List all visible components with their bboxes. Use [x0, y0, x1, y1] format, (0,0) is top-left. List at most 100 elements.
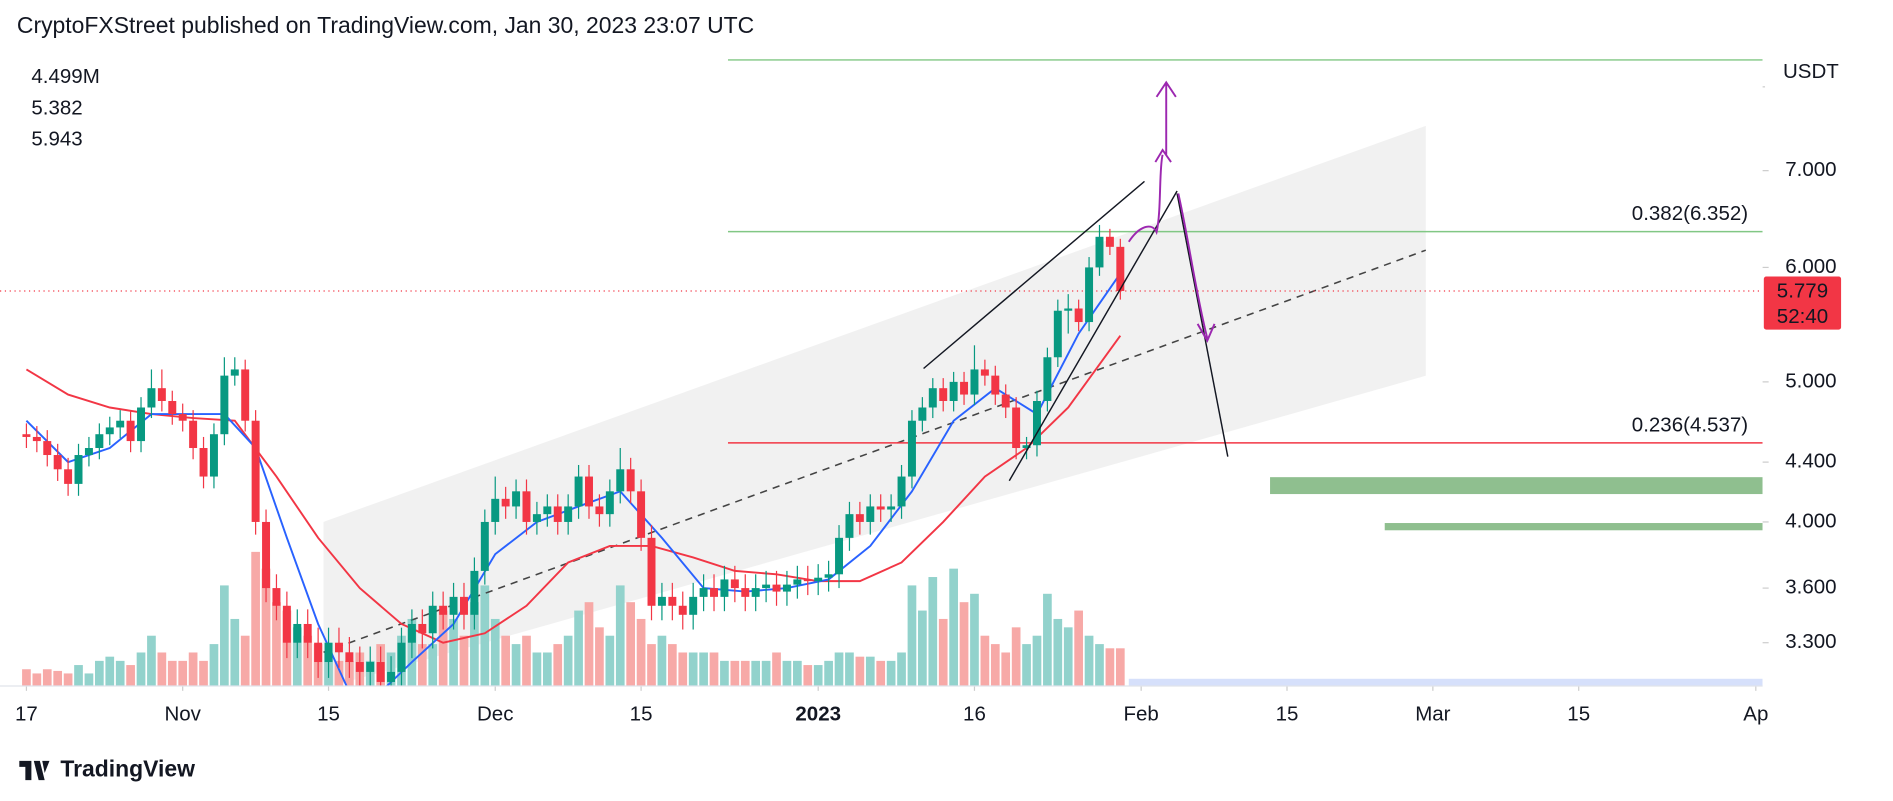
- volume-bar: [657, 635, 667, 687]
- y-tick-label: 4.400: [1785, 450, 1836, 473]
- candle-body: [43, 441, 52, 456]
- channel: [323, 125, 1426, 687]
- candle-body: [199, 448, 208, 477]
- volume-bar: [824, 660, 833, 687]
- x-tick-label: 15: [317, 702, 340, 725]
- candle-body: [907, 420, 916, 477]
- candle-body: [616, 469, 625, 492]
- candle-body: [897, 476, 906, 507]
- candle-body: [407, 623, 416, 643]
- volume-bar: [855, 656, 865, 687]
- volume-bar: [1074, 610, 1083, 687]
- candle-body: [147, 388, 156, 408]
- candle-body: [574, 476, 583, 507]
- volume-bar: [74, 665, 83, 687]
- fib-label: 0.236(4.537): [1632, 413, 1748, 436]
- volume-bar: [1043, 593, 1052, 687]
- wedge-lower: [1008, 190, 1178, 482]
- candle-body: [970, 369, 979, 395]
- volume-bar: [647, 644, 656, 687]
- candle-body: [710, 588, 718, 597]
- volume-bar: [230, 618, 240, 687]
- candle-body: [730, 579, 739, 589]
- volume-bar: [480, 585, 490, 687]
- candle-body: [1095, 236, 1104, 268]
- volume-bar: [1105, 648, 1115, 687]
- volume-bar: [178, 660, 188, 687]
- candle-body: [1085, 267, 1094, 323]
- candle-body: [282, 605, 291, 643]
- x-tick-label: Nov: [164, 702, 201, 725]
- candle-body: [1116, 246, 1125, 291]
- volume-bar: [261, 568, 271, 687]
- volume-bar: [157, 652, 167, 687]
- fib-label: 0.382(6.352): [1632, 202, 1748, 225]
- candle-body: [345, 652, 354, 663]
- volume-bar: [1084, 635, 1094, 687]
- candle-body: [449, 596, 458, 615]
- volume-bar: [938, 618, 948, 687]
- y-tick-label: 5.000: [1785, 369, 1836, 392]
- indicator-line: [25, 335, 1122, 644]
- candle-body: [220, 375, 229, 435]
- candle-body: [532, 514, 541, 522]
- candle-body: [303, 623, 312, 643]
- candle-body: [845, 514, 854, 538]
- candle-body: [418, 623, 427, 634]
- candle-body: [720, 579, 729, 597]
- volume-bar: [813, 665, 823, 687]
- volume-bar: [532, 652, 542, 687]
- candle-body: [678, 605, 687, 615]
- volume-bar: [1022, 644, 1031, 687]
- volume-bar: [272, 602, 281, 687]
- candle-body: [1001, 394, 1010, 408]
- volume-bar: [834, 652, 844, 687]
- candle-body: [835, 537, 844, 575]
- scenario-arrow: [1127, 80, 1216, 343]
- channel-midline: [323, 249, 1427, 653]
- candle-body: [824, 574, 833, 578]
- volume-bar: [730, 660, 740, 687]
- candle-body: [157, 388, 166, 401]
- volume-bar: [501, 635, 511, 687]
- candle-body: [251, 420, 260, 522]
- candle-body: [32, 436, 41, 442]
- volume-bar: [84, 673, 94, 687]
- volume-bar: [95, 660, 104, 687]
- footer-brand: TradingView: [60, 756, 195, 782]
- volume-bar: [907, 585, 917, 687]
- volume-bar: [782, 660, 792, 687]
- candle-body: [95, 434, 104, 449]
- volume-bar: [803, 665, 813, 687]
- logo: [19, 760, 50, 781]
- candle-body: [428, 605, 437, 634]
- projection-line: [1176, 193, 1229, 457]
- volume-bar: [167, 660, 177, 687]
- x-tick-label: Dec: [477, 702, 513, 725]
- volume-bar: [1001, 652, 1011, 687]
- volume-bar: [490, 618, 500, 687]
- candle-body: [1012, 407, 1021, 449]
- volume-bar: [334, 660, 344, 687]
- x-tick-label: 16: [963, 702, 986, 725]
- volume-bar: [1115, 648, 1125, 687]
- candle-body: [439, 605, 448, 615]
- volume-bar: [678, 652, 688, 687]
- volume-bar: [959, 602, 969, 687]
- volume-bar: [251, 551, 260, 687]
- volume-bar: [918, 610, 927, 687]
- volume-bar: [584, 602, 594, 687]
- volume-bar: [63, 673, 73, 687]
- volume-bar: [470, 602, 479, 687]
- volume-bar: [22, 669, 31, 687]
- candle-body: [189, 420, 198, 449]
- candle-body: [64, 469, 73, 484]
- volume-bar: [522, 635, 531, 687]
- volume-bar: [845, 652, 854, 687]
- candle-body: [387, 671, 396, 682]
- volume-bar: [876, 660, 886, 687]
- candle-body: [105, 427, 114, 435]
- currency: USDT: [1783, 60, 1839, 83]
